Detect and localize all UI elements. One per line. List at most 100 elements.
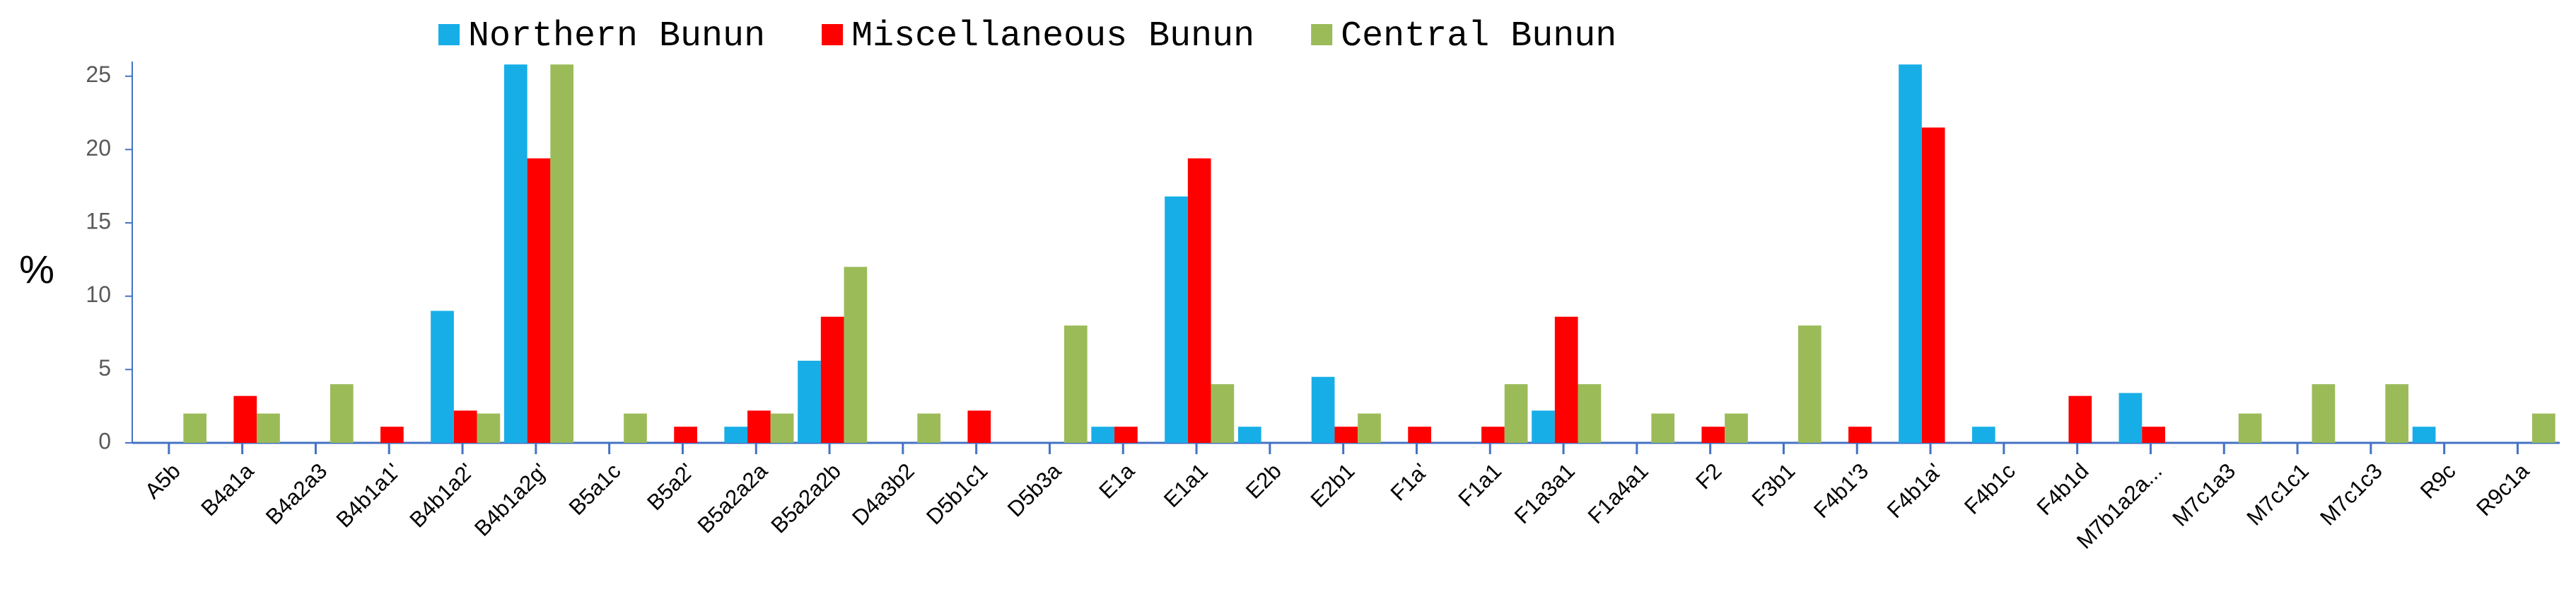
- x-tick-label: B4b1a2': [404, 458, 479, 533]
- bar: [527, 158, 551, 444]
- bar: [1408, 427, 1431, 443]
- bar: [2385, 384, 2409, 443]
- bar: [330, 384, 354, 443]
- x-tick-label: D5b3a: [1003, 458, 1066, 521]
- x-tick-label: D5b1c1: [921, 458, 992, 529]
- bar: [477, 413, 501, 443]
- bar: [724, 427, 748, 443]
- x-tick-label: B4a1a: [196, 458, 259, 521]
- x-tick-label: A5b: [140, 458, 185, 504]
- legend-swatch: [438, 24, 460, 45]
- bar: [1211, 384, 1235, 443]
- bar: [1899, 64, 1922, 443]
- bar: [917, 413, 941, 443]
- bar: [1504, 384, 1528, 443]
- x-tick-label: F2: [1691, 458, 1726, 494]
- bar: [1701, 427, 1725, 443]
- x-tick-label: B4b1a2g': [470, 458, 552, 541]
- legend-label: Central Bunun: [1341, 16, 1616, 57]
- legend-label: Miscellaneous Bunun: [851, 16, 1254, 57]
- bar: [1481, 427, 1505, 443]
- x-tick-label: E2b: [1241, 458, 1286, 504]
- bar: [503, 64, 528, 443]
- bar: [1554, 316, 1578, 443]
- x-tick-label: F4b1a': [1882, 458, 1947, 523]
- bar: [183, 413, 207, 443]
- x-tick-label: F4b1c: [1959, 458, 2020, 519]
- x-tick-label: B5a2a2b: [766, 458, 846, 538]
- legend-swatch: [1311, 24, 1333, 45]
- x-tick-label: E1a1: [1159, 458, 1213, 512]
- bar: [1578, 384, 1602, 443]
- x-tick-label: B4b1a1': [332, 458, 406, 533]
- x-tick-label: F1a1: [1453, 458, 1506, 511]
- x-tick-label: F1a3a1: [1510, 458, 1580, 528]
- bar: [257, 413, 280, 443]
- bar: [1114, 427, 1138, 443]
- bar: [747, 410, 771, 443]
- x-tick-label: F4b1d: [2032, 458, 2094, 520]
- y-tick-label: 25: [86, 62, 111, 87]
- x-tick-label: B5a2a2a: [693, 458, 773, 538]
- bar: [1971, 427, 1995, 443]
- bar: [624, 413, 647, 443]
- bar: [1921, 127, 1945, 444]
- y-tick-label: 15: [86, 208, 111, 233]
- x-tick-label: B4a2a3: [261, 458, 332, 529]
- x-tick-label: R9c1a: [2471, 458, 2534, 521]
- bar: [2238, 413, 2262, 443]
- y-tick-label: 10: [86, 282, 111, 307]
- y-tick-label: 20: [86, 135, 111, 161]
- bar: [2412, 427, 2436, 443]
- bar: [674, 427, 697, 443]
- bar: [1237, 427, 1261, 443]
- bar: [770, 413, 794, 443]
- x-tick-label: B5a2': [642, 458, 699, 515]
- legend-label: Northern Bunun: [468, 16, 765, 57]
- x-tick-label: B5a1c: [564, 458, 626, 520]
- x-tick-label: F3b1: [1747, 458, 1800, 511]
- bar: [431, 311, 454, 443]
- bar: [550, 64, 574, 443]
- bar: [1311, 376, 1335, 443]
- x-tick-label: E2b1: [1306, 458, 1360, 512]
- x-tick-label: R9c: [2415, 458, 2461, 504]
- x-tick-label: F4b1'3: [1809, 458, 1873, 523]
- bar: [2312, 384, 2336, 443]
- x-tick-label: M7c1a3: [2167, 458, 2240, 531]
- bar: [233, 395, 257, 443]
- x-tick-label: F1a': [1386, 458, 1433, 506]
- bar: [1797, 325, 1822, 443]
- y-tick-label: 5: [98, 355, 111, 381]
- x-tick-label: M7c1c1: [2242, 458, 2314, 531]
- bar: [1651, 413, 1675, 443]
- bar: [2119, 393, 2143, 443]
- bar: [1091, 427, 1115, 443]
- legend-swatch: [822, 24, 844, 45]
- y-tick-label: 0: [98, 428, 111, 453]
- bar: [1165, 196, 1188, 443]
- bar: [798, 360, 821, 443]
- bar: [2068, 395, 2092, 443]
- bar: [2531, 413, 2555, 443]
- x-tick-label: M7c1c3: [2315, 458, 2387, 531]
- bar: [967, 410, 991, 443]
- bar: [1334, 427, 1358, 443]
- bar: [453, 410, 477, 443]
- bar: [1187, 158, 1211, 444]
- bar: [1358, 413, 1381, 443]
- bar: [1725, 413, 1748, 443]
- x-tick-label: F1a4a1: [1583, 458, 1653, 528]
- bar: [2142, 427, 2165, 443]
- x-tick-label: D4a3b2: [847, 458, 919, 531]
- bar: [1532, 410, 1555, 443]
- bar: [844, 267, 868, 443]
- bar: [1063, 325, 1088, 443]
- y-axis-label: %: [19, 247, 54, 291]
- x-tick-label: E1a: [1094, 458, 1139, 503]
- bar: [1848, 427, 1872, 443]
- bar: [820, 316, 844, 443]
- bar: [380, 427, 404, 443]
